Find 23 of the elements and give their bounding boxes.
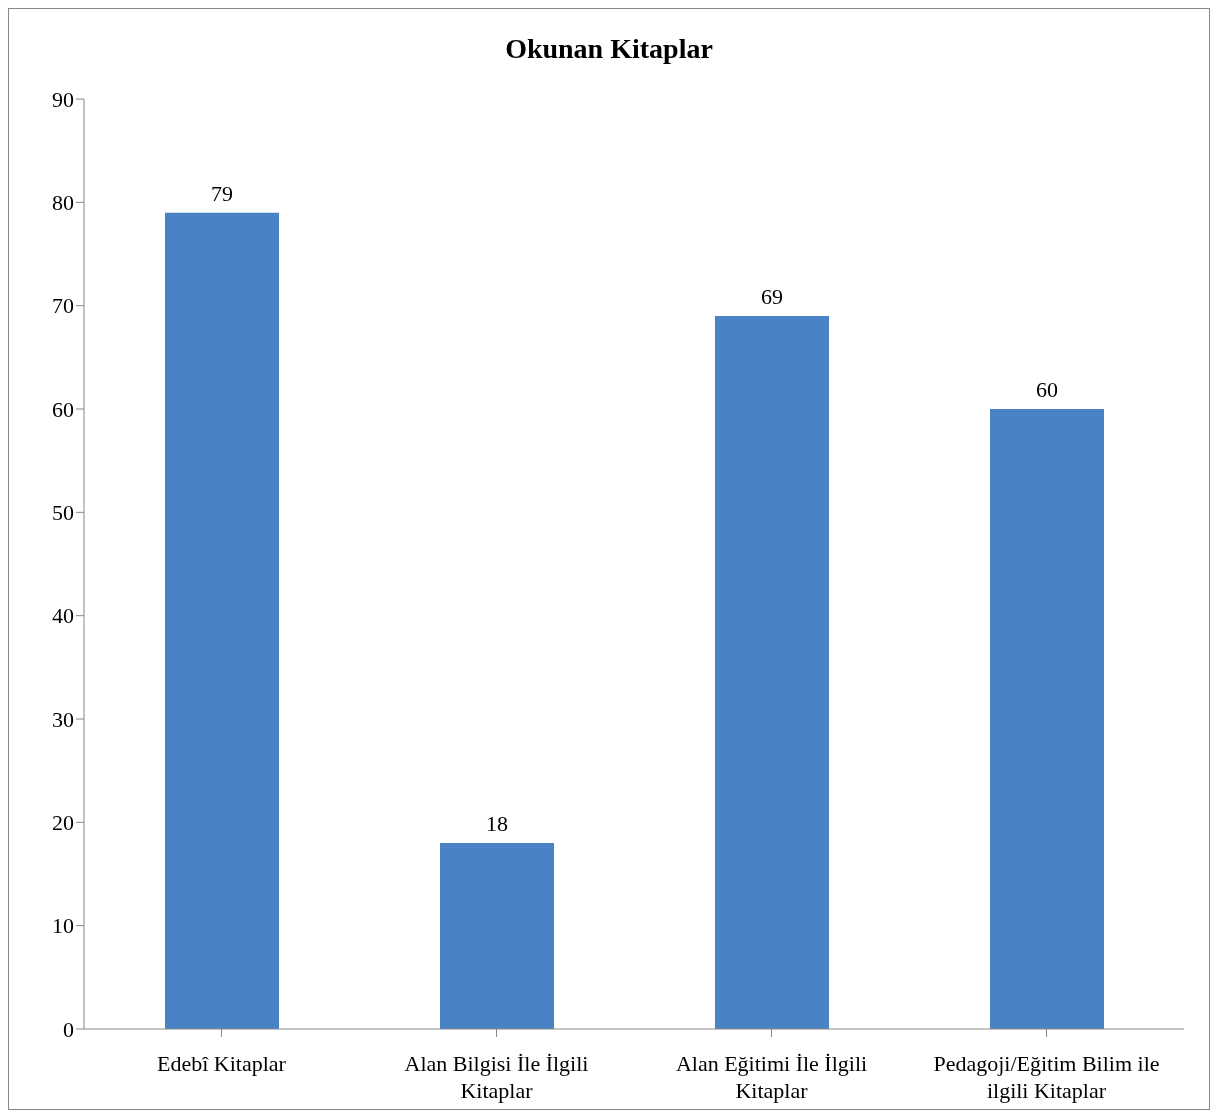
y-tick-label: 80 bbox=[52, 190, 74, 216]
bar bbox=[440, 843, 554, 1029]
y-tick-label: 40 bbox=[52, 603, 74, 629]
y-tick-label: 0 bbox=[63, 1016, 74, 1042]
y-tick-label: 20 bbox=[52, 810, 74, 836]
x-tick-label: Edebî Kitaplar bbox=[157, 1050, 287, 1076]
data-label: 60 bbox=[1036, 377, 1058, 402]
x-tick-label: Pedagoji/Eğitim Bilim ile ilgili Kitaplar bbox=[933, 1050, 1160, 1104]
chart-title: Okunan Kitaplar bbox=[504, 33, 714, 65]
y-tick-label: 10 bbox=[52, 913, 74, 939]
y-tick-label: 30 bbox=[52, 706, 74, 732]
bar bbox=[990, 409, 1104, 1029]
y-tick-label: 90 bbox=[52, 86, 74, 112]
x-tick-label: Alan Bilgisi İle İlgili Kitaplar bbox=[404, 1050, 589, 1104]
data-label: 69 bbox=[761, 284, 783, 309]
data-label: 79 bbox=[211, 180, 233, 206]
bar bbox=[165, 212, 279, 1029]
y-tick-label: 50 bbox=[52, 500, 74, 526]
x-tick-label: Alan Eğitimi İle İlgili Kitaplar bbox=[675, 1050, 868, 1104]
data-label: 18 bbox=[486, 811, 508, 836]
bar bbox=[715, 316, 829, 1029]
y-tick-label: 60 bbox=[52, 396, 74, 422]
y-tick-label: 70 bbox=[52, 293, 74, 319]
